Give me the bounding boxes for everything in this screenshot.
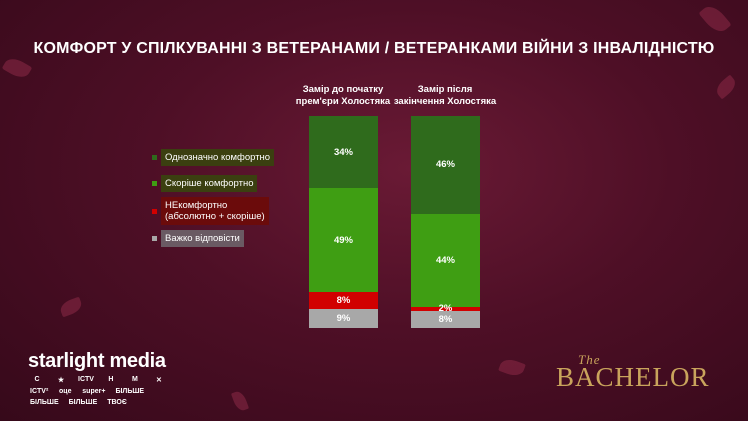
legend-swatch bbox=[152, 155, 157, 160]
bar-segment-hard-to-say: 8% bbox=[411, 311, 480, 328]
rose-petal-decoration bbox=[713, 74, 739, 100]
rose-petal-decoration bbox=[230, 389, 250, 413]
bar-segment-rather-comfortable: 49% bbox=[309, 188, 378, 292]
stacked-bar-after: 46% 44% 2% 8% bbox=[411, 116, 480, 328]
bar-segment-hard-to-say: 9% bbox=[309, 308, 378, 328]
legend-swatch bbox=[152, 236, 157, 241]
channel-logo-icon: БІЛЬШЕ bbox=[68, 399, 98, 406]
bar-segment-definitely-comfortable: 46% bbox=[411, 116, 480, 214]
channel-logo-icon: БІЛЬШЕ bbox=[30, 399, 59, 406]
channel-logos: С ★ ICTV Н М ✕ ICTV² оце super+ БІЛЬШЕ Б… bbox=[30, 376, 170, 406]
bar-segment-rather-comfortable: 44% bbox=[411, 213, 480, 307]
data-label: 34% bbox=[333, 146, 353, 158]
bar-segment-uncomfortable: 2% bbox=[411, 303, 480, 314]
logo-prefix: The bbox=[578, 352, 601, 367]
rose-petal-decoration bbox=[58, 296, 84, 318]
data-label: 2% bbox=[438, 303, 453, 315]
channel-logo-icon: БІЛЬШЕ bbox=[115, 388, 145, 395]
legend-label: Однозначно комфортно bbox=[161, 149, 275, 166]
legend-item-hard-to-say: Важко відповісти bbox=[152, 230, 244, 247]
column-header-line: Замір після bbox=[417, 84, 473, 95]
legend-swatch bbox=[152, 208, 157, 214]
rose-petal-decoration bbox=[498, 356, 526, 379]
rose-petal-decoration bbox=[698, 1, 732, 37]
legend-label: Важко відповісти bbox=[161, 230, 244, 247]
data-label: 44% bbox=[435, 254, 455, 266]
column-header-after: Замір після закінчення Холостяка bbox=[385, 84, 505, 108]
legend-item-uncomfortable: НЕкомфортно (абсолютно + скоріше) bbox=[152, 197, 269, 225]
legend-label: НЕкомфортно (абсолютно + скоріше) bbox=[161, 197, 269, 225]
data-label: 46% bbox=[435, 159, 455, 171]
chart-title: КОМФОРТ У СПІЛКУВАННІ З ВЕТЕРАНАМИ / ВЕТ… bbox=[33, 40, 715, 57]
channel-logo-icon: С bbox=[34, 376, 40, 383]
legend-item-rather-comfortable: Скоріше комфортно bbox=[152, 175, 258, 192]
data-label: 49% bbox=[333, 234, 353, 246]
column-header-before: Замір до початку прем'єри Холостяка bbox=[283, 84, 403, 108]
legend-label-line: НЕкомфортно bbox=[165, 200, 228, 211]
data-label: 8% bbox=[438, 314, 453, 325]
column-header-line: Замір до початку bbox=[302, 84, 384, 95]
data-label: 8% bbox=[336, 294, 351, 306]
legend-label: Скоріше комфортно bbox=[161, 175, 258, 192]
legend-item-definitely-comfortable: Однозначно комфортно bbox=[152, 149, 275, 166]
bar-segment-uncomfortable: 8% bbox=[309, 291, 378, 309]
rose-petal-decoration bbox=[1, 54, 33, 82]
channel-logo-icon: ICTV² bbox=[30, 388, 49, 395]
data-label: 9% bbox=[336, 312, 351, 324]
channel-logo-icon: super+ bbox=[82, 388, 106, 395]
channel-logo-icon: ТВОЄ bbox=[107, 399, 127, 406]
column-header-line: закінчення Холостяка bbox=[393, 96, 497, 107]
channel-logo-icon: М bbox=[132, 376, 138, 383]
stacked-bar-before: 34% 49% 8% 9% bbox=[309, 116, 378, 328]
starlight-media-logo: starlight media bbox=[28, 350, 166, 372]
legend-label-line: (абсолютно + скоріше) bbox=[165, 211, 265, 222]
the-bachelor-logo: The BACHELOR bbox=[556, 352, 710, 393]
column-header-line: прем'єри Холостяка bbox=[295, 96, 391, 107]
bar-segment-definitely-comfortable: 34% bbox=[309, 116, 378, 189]
channel-logo-icon: ★ bbox=[57, 377, 65, 384]
logo-word: BACHELOR bbox=[556, 362, 710, 392]
channel-logo-icon: ✕ bbox=[156, 377, 162, 384]
channel-logo-icon: ICTV bbox=[78, 376, 94, 383]
legend-swatch bbox=[152, 181, 157, 186]
channel-logo-icon: Н bbox=[108, 376, 114, 383]
channel-logo-icon: оце bbox=[59, 388, 72, 395]
